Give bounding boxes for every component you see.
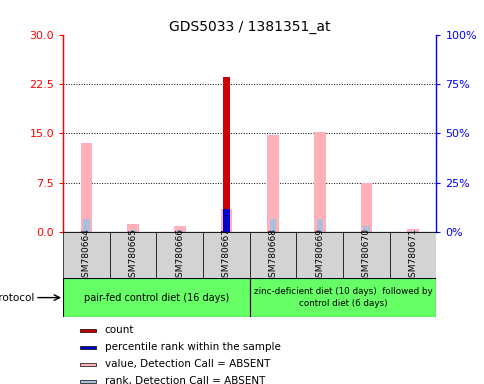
Text: GSM780669: GSM780669	[315, 228, 324, 283]
Bar	[174, 226, 185, 232]
Bar	[80, 380, 96, 383]
Bar	[80, 362, 96, 366]
Bar	[130, 230, 136, 232]
Bar	[267, 135, 278, 232]
Text: count: count	[105, 326, 134, 336]
Bar	[409, 231, 415, 232]
Text: zinc-deficient diet (10 days)  followed by
control diet (6 days): zinc-deficient diet (10 days) followed b…	[253, 287, 432, 308]
Bar	[63, 278, 249, 317]
Bar	[83, 219, 90, 232]
Bar	[296, 232, 342, 278]
Bar	[63, 232, 109, 278]
Bar	[249, 278, 436, 317]
Bar	[389, 232, 436, 278]
Bar	[80, 329, 96, 332]
Bar	[223, 78, 229, 232]
Bar	[249, 232, 296, 278]
Text: percentile rank within the sample: percentile rank within the sample	[105, 343, 280, 353]
Bar	[109, 232, 156, 278]
Bar	[223, 209, 229, 232]
Text: growth protocol: growth protocol	[0, 293, 34, 303]
Bar	[223, 229, 229, 232]
Text: GSM780664: GSM780664	[82, 228, 91, 283]
Text: rank, Detection Call = ABSENT: rank, Detection Call = ABSENT	[105, 376, 264, 384]
Text: GSM780666: GSM780666	[175, 228, 184, 283]
Bar	[176, 230, 182, 232]
Bar	[80, 143, 92, 232]
Bar	[360, 183, 372, 232]
Bar	[407, 229, 418, 232]
Bar	[220, 209, 232, 232]
Bar	[80, 346, 96, 349]
Bar	[342, 232, 389, 278]
Text: GSM780665: GSM780665	[128, 228, 137, 283]
Text: GSM780667: GSM780667	[222, 228, 230, 283]
Bar	[313, 132, 325, 232]
Title: GDS5033 / 1381351_at: GDS5033 / 1381351_at	[169, 20, 330, 33]
Text: GSM780670: GSM780670	[361, 228, 370, 283]
Text: value, Detection Call = ABSENT: value, Detection Call = ABSENT	[105, 359, 270, 369]
Text: GSM780671: GSM780671	[408, 228, 417, 283]
Text: GSM780668: GSM780668	[268, 228, 277, 283]
Bar	[363, 226, 369, 232]
Bar	[156, 232, 203, 278]
Bar	[203, 232, 249, 278]
Bar	[316, 219, 322, 232]
Text: pair-fed control diet (16 days): pair-fed control diet (16 days)	[84, 293, 228, 303]
Bar	[270, 219, 276, 232]
Bar	[127, 224, 138, 232]
